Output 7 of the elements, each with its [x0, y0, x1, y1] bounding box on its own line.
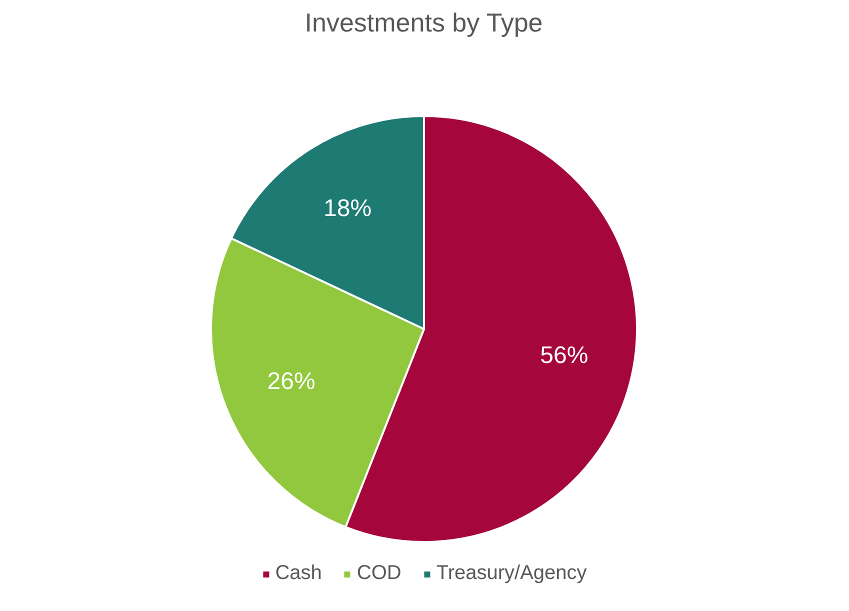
data-label: 26% — [267, 368, 316, 396]
legend-label: Cash — [275, 562, 322, 585]
data-label: 18% — [324, 195, 372, 222]
legend-label: Treasury/Agency — [436, 562, 587, 585]
chart-title: Investments by Type — [304, 8, 543, 38]
legend-label: COD — [356, 562, 402, 585]
data-label: 56% — [540, 342, 588, 370]
